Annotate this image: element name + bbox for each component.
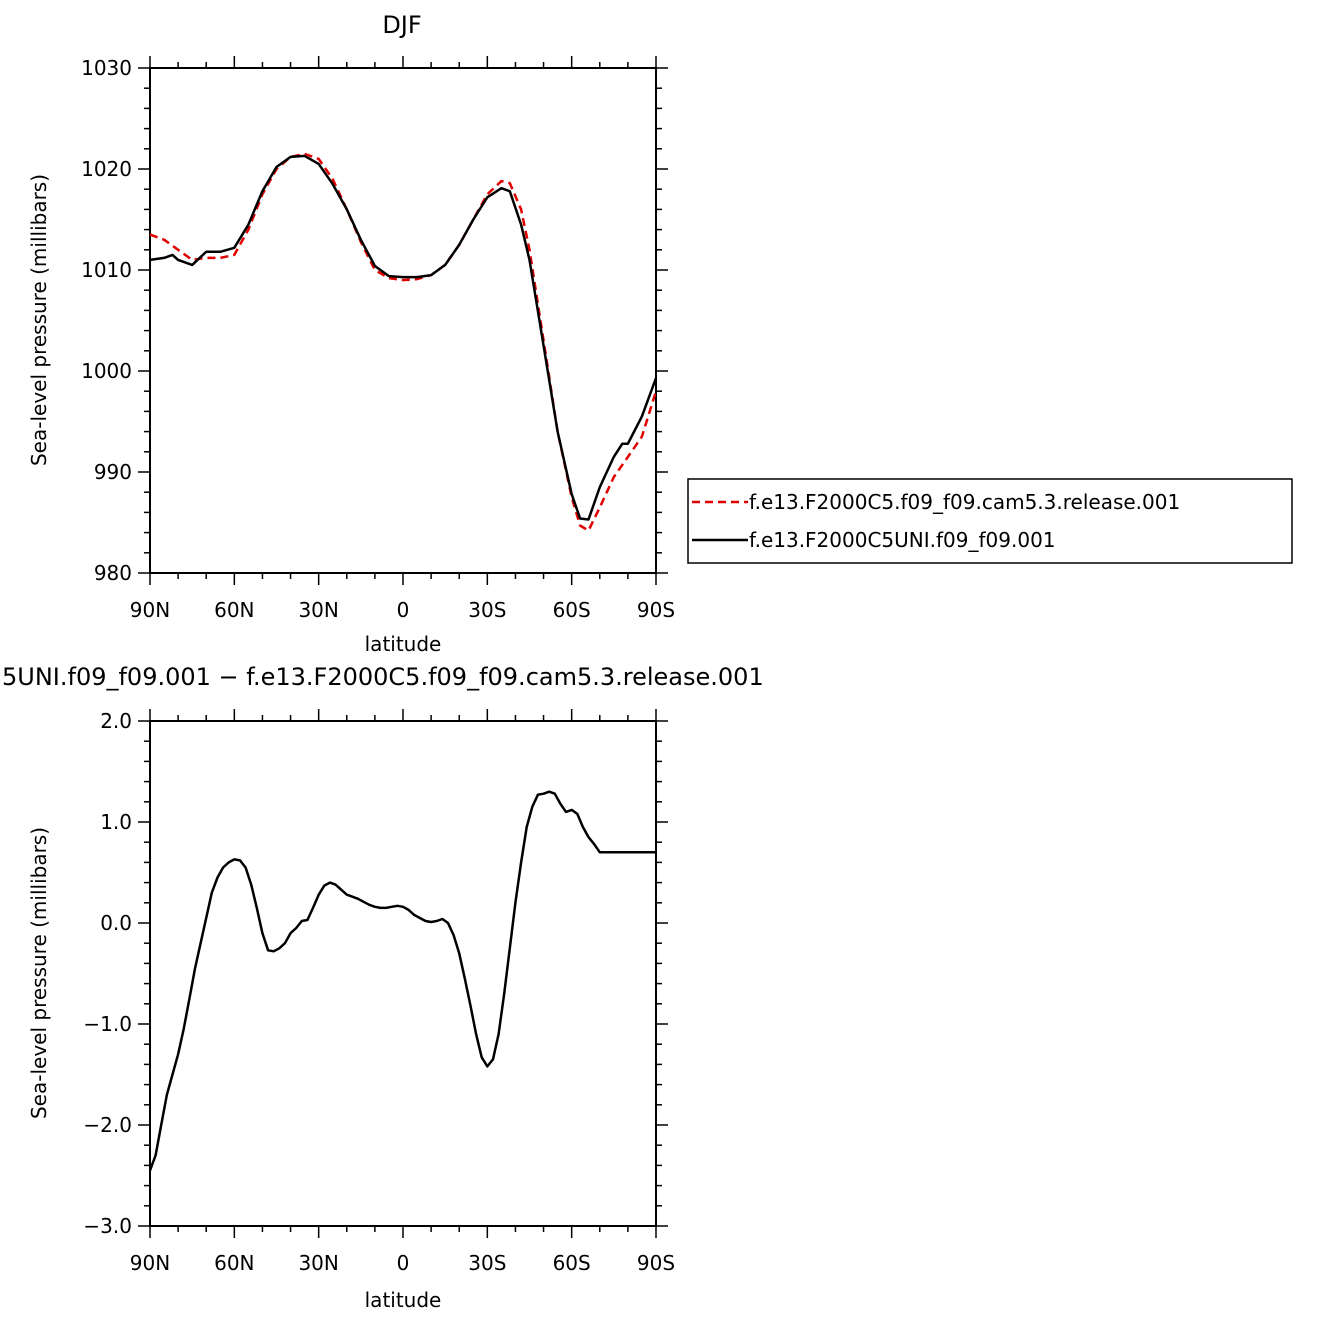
chart-title: DJF: [382, 11, 421, 39]
x-tick-label: 30S: [468, 598, 506, 622]
plot-frame: [149, 67, 657, 574]
x-tick-label: 60S: [553, 598, 591, 622]
y-tick-label: −2.0: [83, 1113, 132, 1137]
y-axis-label: Sea-level pressure (millibars): [27, 827, 51, 1119]
x-axis-label: latitude: [365, 632, 442, 656]
series-lines: [148, 790, 656, 1171]
y-tick-label: 1000: [81, 359, 132, 383]
y-tick-label: 990: [94, 460, 132, 484]
x-tick-label: 30S: [468, 1251, 506, 1275]
x-tick-label: 0: [397, 1251, 410, 1275]
top-panel: DJF 980 990 1000 1010 1020 1030 90N 60N 30N 0 30S…: [27, 11, 1293, 656]
y-tick-label: 1020: [81, 157, 132, 181]
y-tick-label: 1030: [81, 56, 132, 80]
y-tick-label: 2.0: [100, 709, 132, 733]
series-line-1: [149, 152, 658, 532]
y-axis: 980 990 1000 1010 1020 1030: [81, 56, 668, 585]
x-tick-label: 90S: [637, 1251, 675, 1275]
y-axis: −3.0 −2.0 −1.0 0.0 1.0 2.0: [83, 709, 668, 1238]
series-line-2: [149, 154, 658, 521]
plot-frame: [149, 720, 657, 1227]
chart-title: 5UNI.f09_f09.001 − f.e13.F2000C5.f09_f09…: [2, 663, 764, 691]
x-tick-label: 60S: [553, 1251, 591, 1275]
x-axis: 90N 60N 30N 0 30S 60S 90S: [130, 56, 675, 622]
y-tick-label: −3.0: [83, 1214, 132, 1238]
x-tick-label: 90N: [130, 1251, 170, 1275]
x-tick-label: 60N: [214, 598, 254, 622]
bottom-panel: 5UNI.f09_f09.001 − f.e13.F2000C5.f09_f09…: [2, 663, 764, 1312]
y-tick-label: 1010: [81, 258, 132, 282]
y-tick-label: −1.0: [83, 1012, 132, 1036]
x-axis: 90N 60N 30N 0 30S 60S 90S: [130, 709, 675, 1275]
x-axis-label: latitude: [365, 1288, 442, 1312]
x-tick-label: 90N: [130, 598, 170, 622]
y-tick-label: 1.0: [100, 810, 132, 834]
series-lines: [149, 152, 658, 532]
y-tick-label: 0.0: [100, 911, 132, 935]
legend-entry-series-2: f.e13.F2000C5UNI.f09_f09.001: [749, 528, 1056, 552]
x-tick-label: 30N: [298, 598, 338, 622]
legend-entry-series-1: f.e13.F2000C5.f09_f09.cam5.3.release.001: [749, 490, 1180, 514]
y-tick-label: 980: [94, 561, 132, 585]
legend: f.e13.F2000C5.f09_f09.cam5.3.release.001…: [687, 478, 1293, 564]
legend-box: [687, 478, 1293, 564]
series-line-1: [148, 790, 656, 1171]
x-tick-label: 60N: [214, 1251, 254, 1275]
x-tick-label: 30N: [298, 1251, 338, 1275]
y-axis-label: Sea-level pressure (millibars): [27, 174, 51, 466]
x-tick-label: 90S: [637, 598, 675, 622]
x-tick-label: 0: [397, 598, 410, 622]
